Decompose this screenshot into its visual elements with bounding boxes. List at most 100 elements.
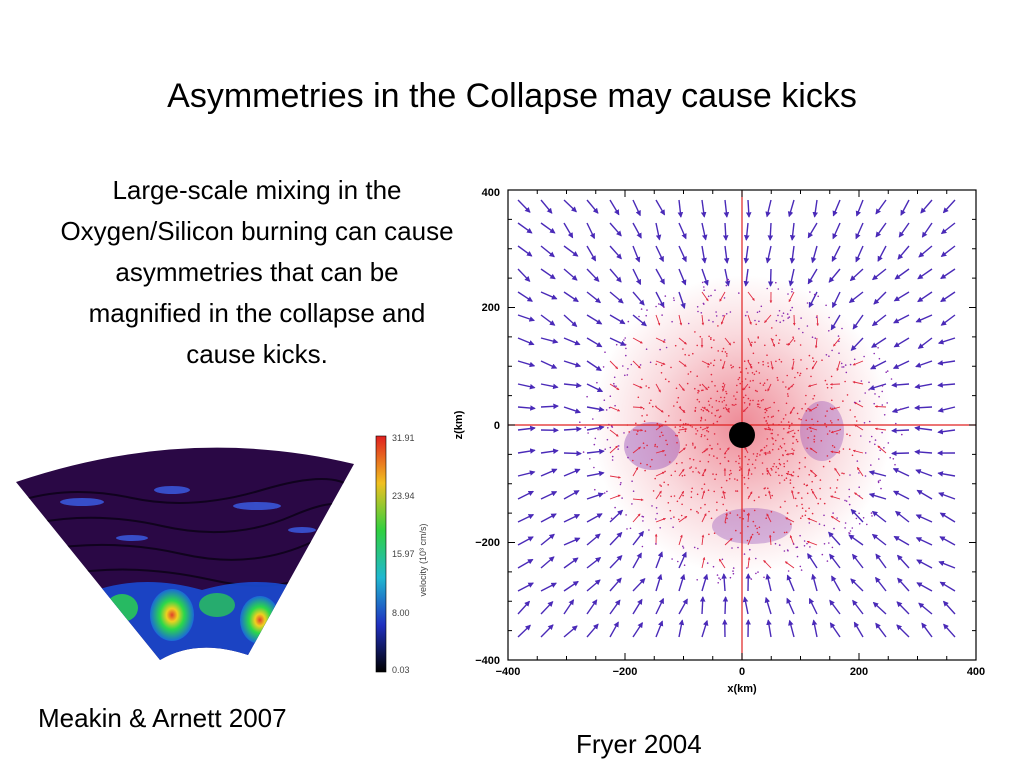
velocity-arrow [765,245,772,264]
velocity-dot [763,416,766,419]
colorbar-tick: 31.91 [392,433,415,443]
x-tick-label: −200 [613,666,638,678]
velocity-dot [786,393,789,395]
velocity-dot [778,310,781,312]
velocity-arrow [915,514,933,523]
velocity-arrow [655,245,664,263]
velocity-arrow [807,268,818,285]
proto-neutron-star-core [729,422,755,448]
velocity-dot [645,314,647,317]
velocity-arrow [811,490,818,500]
velocity-dot [696,344,698,347]
velocity-dot [656,512,658,515]
velocity-dot [710,397,712,400]
velocity-dot [782,437,784,440]
velocity-dot [659,435,661,438]
velocity-dot [655,405,657,408]
velocity-dot [789,309,792,312]
velocity-dot [775,319,778,322]
velocity-dot [885,371,887,373]
velocity-dot [689,467,691,469]
velocity-dot [781,474,783,477]
velocity-arrow [896,601,910,615]
velocity-arrow [724,268,731,287]
velocity-arrow [914,425,933,432]
velocity-dot [826,383,828,386]
velocity-arrow [540,513,557,523]
velocity-arrow [877,245,887,262]
velocity-arrow [807,222,818,239]
velocity-dot [626,528,628,530]
velocity-arrow [632,552,642,569]
velocity-dot [810,488,813,491]
velocity-arrow [808,597,818,615]
velocity-dot [702,474,705,477]
velocity-dot [712,422,715,425]
velocity-arrow [853,621,864,638]
velocity-arrow [828,531,841,546]
velocity-dot [655,543,657,545]
velocity-dot [654,445,656,447]
velocity-dot [682,547,685,549]
velocity-dot [768,450,771,453]
velocity-dot [754,341,756,343]
velocity-arrow [764,596,772,615]
velocity-dot [754,319,756,322]
velocity-dot [900,408,902,410]
velocity-arrow [849,268,864,282]
velocity-arrow [808,291,818,308]
velocity-dot [808,354,811,357]
velocity-dot [708,319,710,321]
velocity-arrow [785,452,795,456]
velocity-dot [752,352,755,355]
velocity-arrow [586,360,602,372]
velocity-dot [792,435,795,438]
velocity-dot [739,457,741,460]
velocity-dot [787,395,789,397]
velocity-dot [754,525,757,527]
velocity-dot [799,374,801,377]
velocity-dot [713,532,716,534]
velocity-dot [717,582,719,584]
velocity-arrow [834,467,841,477]
velocity-arrow [701,245,707,264]
velocity-dot [656,422,659,425]
velocity-dot [689,457,691,460]
velocity-arrow [517,199,531,213]
velocity-dot [717,325,719,327]
velocity-dot [711,447,713,450]
velocity-dot [786,512,789,514]
velocity-arrow [678,314,683,326]
velocity-dot [818,523,821,525]
velocity-dot [646,444,648,447]
velocity-arrow [678,598,688,615]
velocity-dot [749,363,752,366]
velocity-dot [712,473,714,475]
velocity-arrow [943,623,956,638]
velocity-dot [770,511,773,513]
velocity-dot [695,433,697,435]
velocity-dot [691,487,693,490]
velocity-dot [694,409,696,412]
velocity-dot [772,443,775,445]
velocity-dot [892,458,895,460]
velocity-arrow [917,337,933,349]
velocity-dot [698,472,701,474]
velocity-dot [666,443,668,446]
velocity-dot [812,357,814,359]
velocity-dot [636,433,638,435]
velocity-dot [704,469,706,471]
velocity-dot [711,412,713,414]
velocity-dot [696,398,699,401]
velocity-arrow [763,427,772,431]
velocity-dot [739,382,741,385]
velocity-arrow [609,268,622,283]
y-tick-label: −200 [475,537,500,549]
velocity-arrow [830,515,841,523]
velocity-dot [837,335,840,337]
velocity-dot [870,464,872,466]
velocity-dot [641,378,643,381]
velocity-arrow [853,401,864,408]
velocity-dot [858,472,860,474]
velocity-dot [806,367,808,370]
